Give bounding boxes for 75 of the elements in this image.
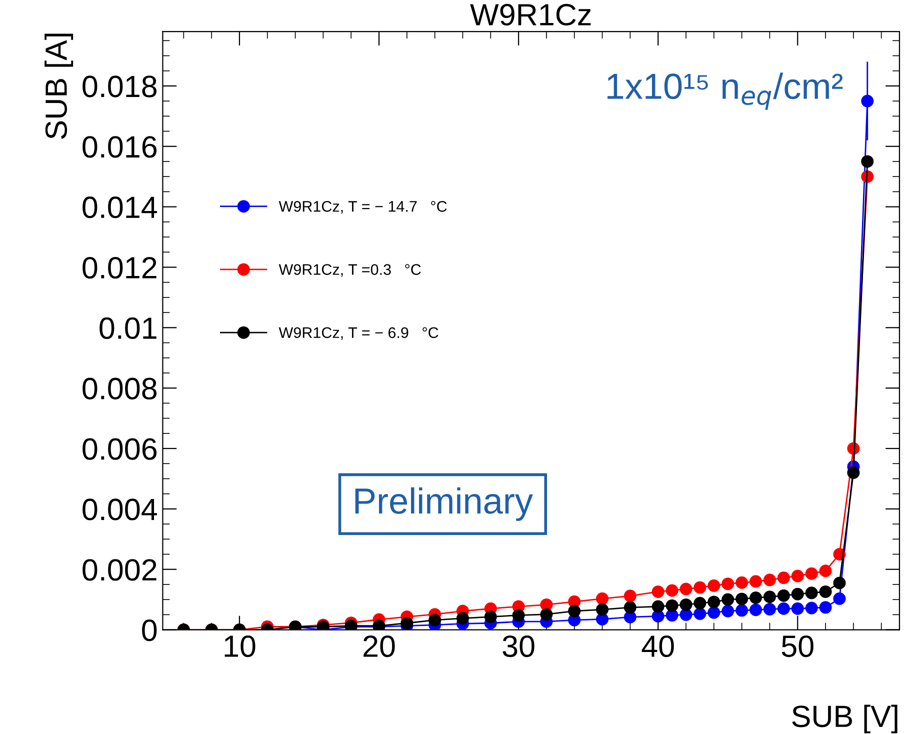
point xyxy=(833,576,846,590)
point xyxy=(694,596,706,610)
y-axis-title: SUB [A] xyxy=(44,34,74,139)
point xyxy=(694,581,706,594)
point xyxy=(791,570,804,582)
x-tick-label: 20 xyxy=(364,635,395,658)
y-tick-label: 0.008 xyxy=(82,378,157,400)
point xyxy=(568,604,581,618)
point xyxy=(750,591,762,604)
x-tick-label: 40 xyxy=(642,635,674,658)
point xyxy=(777,589,790,602)
point xyxy=(708,606,720,619)
annotation: 1x10¹⁵ n$_{eq}$/cm² xyxy=(608,72,843,110)
point xyxy=(680,598,692,611)
point xyxy=(791,602,804,615)
point xyxy=(596,592,609,605)
point xyxy=(791,588,804,600)
point xyxy=(722,578,734,590)
point xyxy=(666,599,678,612)
legend-label: W9R1Cz, T =0.3 °C xyxy=(278,264,421,277)
y-tick-label: 0.006 xyxy=(82,438,157,460)
point xyxy=(805,602,818,614)
point xyxy=(736,576,748,589)
x-tick-label: 10 xyxy=(224,635,256,658)
y-tick-label: 0.018 xyxy=(82,76,157,98)
point xyxy=(484,610,497,624)
point xyxy=(666,584,678,597)
y-tick-label: 0.016 xyxy=(82,136,157,158)
legend-label: W9R1Cz, T = − 14.7 °C xyxy=(278,201,447,214)
point xyxy=(652,585,664,598)
point xyxy=(624,590,636,602)
point xyxy=(861,155,874,168)
point xyxy=(680,608,692,621)
chart-title: W9R1Cz xyxy=(470,4,591,26)
point xyxy=(680,582,692,596)
point xyxy=(694,608,706,620)
y-tick-label: 0 xyxy=(142,620,157,642)
legend-label: W9R1Cz, T = − 6.9 °C xyxy=(278,327,438,340)
point xyxy=(777,572,790,584)
point xyxy=(819,601,832,614)
point xyxy=(763,574,776,586)
point xyxy=(512,609,525,622)
point xyxy=(750,575,762,588)
annotation: Preliminary xyxy=(355,487,533,521)
point xyxy=(847,466,860,479)
y-tick-label: 0.004 xyxy=(82,498,157,520)
point xyxy=(722,593,734,606)
point xyxy=(456,612,469,625)
point xyxy=(736,592,748,606)
y-tick-label: 0.014 xyxy=(82,196,157,218)
point xyxy=(722,604,734,618)
point xyxy=(540,608,553,621)
x-tick-label: 30 xyxy=(502,635,534,658)
point xyxy=(805,567,818,580)
point xyxy=(708,596,720,608)
point xyxy=(400,616,414,630)
point xyxy=(819,564,832,578)
point xyxy=(596,603,609,616)
point xyxy=(763,590,776,604)
point xyxy=(763,602,776,616)
point xyxy=(736,604,748,617)
point xyxy=(624,601,636,614)
point xyxy=(833,592,846,605)
point xyxy=(750,604,762,616)
y-tick-label: 0.002 xyxy=(82,559,156,581)
y-tick-label: 0.01 xyxy=(100,317,156,340)
x-tick-label: 50 xyxy=(782,635,814,658)
point xyxy=(805,586,818,600)
point xyxy=(777,602,790,615)
point xyxy=(428,614,442,626)
point xyxy=(708,579,720,592)
point xyxy=(652,600,664,613)
x-axis-title: SUB [V] xyxy=(792,704,898,734)
point xyxy=(819,585,832,598)
y-tick-label: 0.012 xyxy=(82,256,156,279)
